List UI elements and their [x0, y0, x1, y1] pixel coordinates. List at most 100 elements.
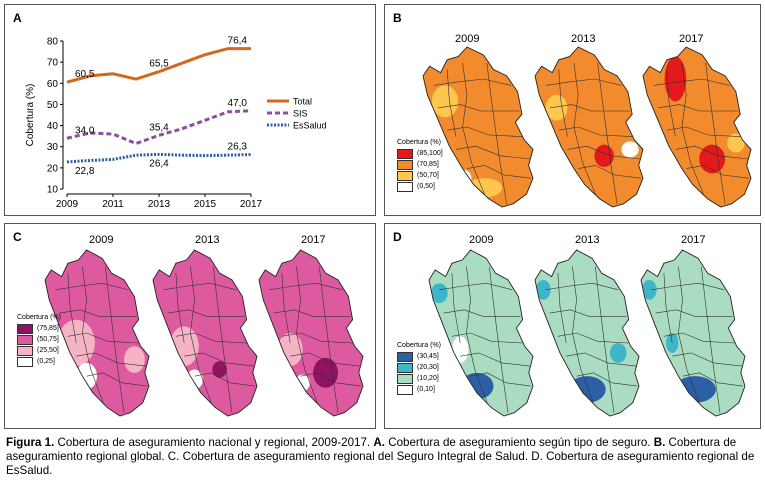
map-regions — [269, 266, 361, 413]
map-region — [621, 141, 639, 158]
region-border — [550, 104, 630, 112]
map-region — [699, 144, 726, 174]
y-tick-label: 60 — [47, 79, 59, 90]
map-region — [431, 283, 448, 304]
map-regions — [653, 56, 749, 204]
legend-label: (75,85] — [37, 325, 59, 332]
x-tick-label: 2009 — [56, 199, 79, 210]
map-outline — [258, 249, 364, 417]
map-outline — [428, 249, 534, 417]
region-border — [451, 332, 523, 344]
map-base — [535, 47, 643, 207]
region-border — [701, 266, 721, 413]
map-region — [568, 376, 606, 403]
data-label: 35,4 — [149, 122, 169, 133]
peru-map — [152, 249, 258, 417]
region-border — [213, 266, 233, 413]
y-tick-label: 20 — [47, 163, 59, 174]
region-border — [460, 352, 531, 367]
region-border — [682, 372, 743, 387]
region-border — [681, 62, 704, 195]
region-border — [651, 282, 725, 291]
region-border — [175, 273, 185, 344]
panel-c: C 2009 2013 2017 Cobertura (%) (75,85] (… — [4, 223, 376, 429]
region-border — [55, 282, 129, 291]
caption-a-marker: A. — [373, 436, 385, 449]
peru-map — [534, 249, 640, 417]
region-border — [451, 273, 461, 344]
legend-swatch — [397, 373, 413, 384]
map-region — [642, 279, 657, 300]
legend-swatch — [397, 384, 413, 395]
map-region — [609, 342, 627, 363]
region-border — [76, 352, 147, 367]
region-border — [59, 309, 137, 317]
map-region — [664, 56, 687, 102]
map-base — [643, 47, 751, 207]
legend-label: (0,25] — [37, 358, 55, 365]
map-outline — [44, 249, 150, 417]
legend-title: Cobertura (%) — [397, 139, 441, 146]
year-label-2017: 2017 — [681, 234, 706, 246]
y-tick-label: 10 — [47, 185, 59, 196]
legend-swatch — [397, 159, 413, 170]
legend-title: Cobertura (%) — [397, 342, 441, 349]
map-regions — [642, 266, 743, 413]
series-line-sis — [66, 109, 252, 146]
y-tick-label: 80 — [47, 37, 59, 48]
map-regions — [545, 62, 641, 204]
region-border — [557, 332, 629, 344]
region-border — [470, 372, 531, 387]
y-tick-label: 30 — [47, 142, 59, 153]
region-border — [194, 372, 255, 387]
region-border — [655, 309, 733, 317]
y-tick-label: 70 — [47, 58, 59, 69]
region-border — [558, 126, 633, 137]
region-border — [558, 69, 568, 137]
legend-label: (85,100] — [417, 150, 443, 157]
legend-label: (30,45] — [417, 353, 439, 360]
region-border — [678, 266, 700, 403]
x-tick-label: 2017 — [240, 199, 263, 210]
panel-a-label: A — [13, 11, 22, 25]
region-border — [190, 266, 212, 403]
region-border — [549, 309, 627, 317]
x-tick-label: 2015 — [194, 199, 217, 210]
map-region — [451, 336, 469, 363]
panel-d-label: D — [393, 230, 402, 244]
map-base — [45, 250, 149, 416]
x-tick-label: 2011 — [102, 199, 124, 210]
panel-b: B 2009 2013 2017 Cobertura (%) (85,100] … — [384, 4, 761, 216]
map-outline — [534, 46, 644, 208]
map-base — [429, 250, 533, 416]
data-label: 26,3 — [228, 142, 248, 153]
peru-map — [642, 46, 752, 208]
region-border — [566, 352, 637, 367]
figure-caption: Figura 1. Cobertura de aseguramiento nac… — [6, 436, 762, 478]
map-region — [545, 95, 568, 121]
region-border — [666, 69, 676, 137]
region-border — [446, 69, 457, 137]
region-border — [455, 145, 531, 160]
map-outline — [422, 46, 534, 208]
legend-swatch — [17, 323, 33, 334]
legend-label: (25,50] — [37, 347, 59, 354]
legend-swatch — [17, 356, 33, 367]
peru-maps-total — [422, 46, 752, 208]
region-border — [597, 62, 618, 204]
region-border — [572, 266, 594, 403]
map-outline — [534, 249, 640, 417]
peru-map — [534, 46, 644, 208]
data-label: 76,4 — [228, 36, 248, 47]
region-border — [663, 332, 735, 344]
legend-swatch — [397, 351, 413, 362]
legend-swatch — [397, 170, 413, 181]
region-border — [184, 352, 255, 367]
legend-label: SIS — [293, 109, 308, 119]
region-border — [175, 332, 247, 344]
year-label-2009: 2009 — [469, 234, 494, 246]
region-border — [319, 266, 339, 413]
legend-swatch — [17, 345, 33, 356]
region-border — [466, 165, 531, 179]
legend-total: Cobertura (%) (85,100] (70,85] (50,70] (… — [397, 139, 443, 192]
